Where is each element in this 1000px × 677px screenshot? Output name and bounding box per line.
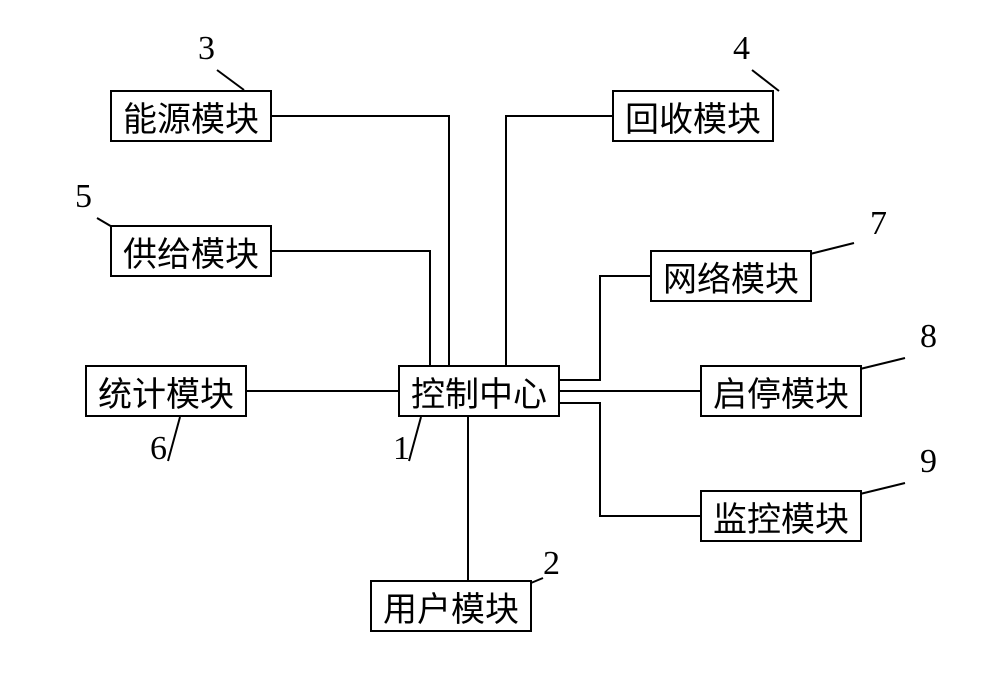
node-label: 回收模块 (625, 92, 761, 141)
node-energy-module: 能源模块 (110, 90, 272, 142)
node-network-module: 网络模块 (650, 250, 812, 302)
num-label-1: 1 (393, 430, 410, 468)
num-label-3: 3 (198, 30, 215, 68)
node-recycle-module: 回收模块 (612, 90, 774, 142)
node-stats-module: 统计模块 (85, 365, 247, 417)
node-label: 供给模块 (123, 227, 259, 276)
node-label: 监控模块 (713, 492, 849, 541)
num-label-8: 8 (920, 318, 937, 356)
node-label: 启停模块 (713, 367, 849, 416)
num-label-4: 4 (733, 30, 750, 68)
node-user-module: 用户模块 (370, 580, 532, 632)
node-supply-module: 供给模块 (110, 225, 272, 277)
node-monitor-module: 监控模块 (700, 490, 862, 542)
num-label-9: 9 (920, 443, 937, 481)
node-control-center: 控制中心 (398, 365, 560, 417)
num-label-7: 7 (870, 205, 887, 243)
num-label-2: 2 (543, 545, 560, 583)
node-label: 用户模块 (383, 582, 519, 631)
num-label-6: 6 (150, 430, 167, 468)
node-label: 网络模块 (663, 252, 799, 301)
diagram-canvas: 控制中心 用户模块 能源模块 回收模块 供给模块 统计模块 网络模块 启停模块 … (0, 0, 1000, 677)
node-label: 控制中心 (411, 367, 547, 416)
node-label: 能源模块 (123, 92, 259, 141)
node-startstop-module: 启停模块 (700, 365, 862, 417)
node-label: 统计模块 (98, 367, 234, 416)
num-label-5: 5 (75, 178, 92, 216)
